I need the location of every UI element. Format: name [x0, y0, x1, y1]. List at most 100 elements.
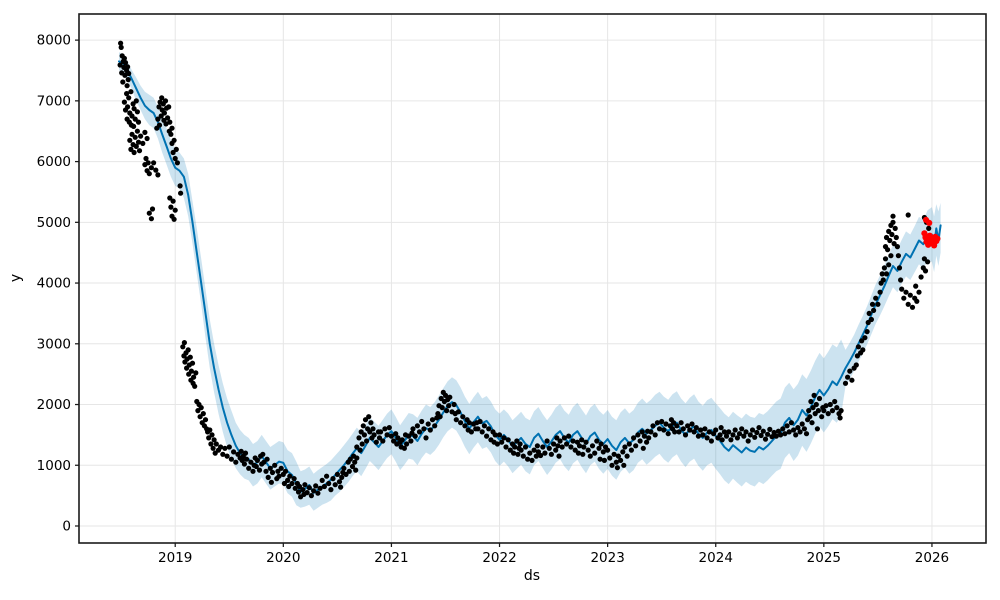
observation-dot — [367, 429, 373, 435]
observation-dot — [531, 447, 537, 453]
observation-dot — [901, 295, 907, 301]
observation-dot — [122, 60, 129, 66]
observation-dot — [202, 417, 209, 423]
observation-dot — [849, 377, 855, 383]
observation-dot — [458, 420, 464, 426]
observation-dot — [144, 135, 150, 142]
observation-dot — [810, 405, 816, 411]
observation-dot — [267, 465, 273, 471]
observation-dot — [576, 443, 583, 449]
observation-dot — [517, 441, 523, 447]
observation-dot — [520, 453, 526, 459]
observation-dot — [492, 432, 498, 438]
observation-dot — [324, 473, 330, 479]
observation-dot — [439, 405, 445, 411]
observation-dot — [609, 462, 615, 468]
observation-dot — [806, 408, 812, 414]
observation-dot — [816, 395, 823, 402]
observation-dot — [624, 453, 630, 459]
observation-dot — [246, 465, 252, 471]
observation-dot — [879, 271, 885, 277]
observation-dot — [120, 79, 126, 85]
observation-dot — [408, 438, 414, 444]
observation-dot — [621, 462, 627, 468]
observation-dot — [401, 445, 407, 451]
observation-dot — [803, 431, 810, 437]
observation-dot — [466, 420, 472, 426]
observation-dot — [672, 429, 678, 435]
observation-dot — [212, 450, 218, 456]
observation-dot — [300, 487, 306, 493]
observation-dot — [706, 429, 712, 435]
observation-dot — [718, 425, 724, 431]
observation-dot — [671, 420, 677, 426]
observation-dot — [607, 455, 613, 461]
observation-dot — [282, 468, 289, 474]
observation-dot — [444, 408, 450, 414]
observation-dot — [914, 298, 920, 304]
observation-dot — [749, 427, 756, 433]
observation-dot — [533, 453, 539, 459]
observation-dot — [659, 418, 665, 425]
y-tick-label: 8000 — [37, 33, 71, 49]
axes-spines — [78, 13, 987, 544]
observation-dot — [168, 204, 174, 210]
recent-actual-dot — [926, 219, 933, 226]
observation-dot — [847, 368, 853, 374]
observation-dot — [357, 447, 363, 453]
observation-dot — [570, 438, 576, 444]
observation-dot — [717, 432, 723, 438]
observation-dot — [527, 450, 533, 456]
observation-dot — [126, 70, 132, 77]
observation-dot — [117, 62, 123, 68]
observation-dot — [791, 427, 797, 433]
observation-dot — [877, 289, 883, 295]
observation-dot — [594, 438, 600, 444]
observation-dot — [650, 423, 656, 429]
observation-dot — [769, 434, 775, 440]
observation-dot — [909, 304, 916, 310]
observation-dot — [133, 143, 139, 149]
observation-dot — [352, 459, 358, 465]
observation-dot — [507, 447, 513, 453]
observation-dot — [308, 493, 314, 499]
observation-dot — [380, 438, 386, 444]
observation-dot — [656, 426, 663, 432]
x-tick-label: 2022 — [482, 550, 516, 566]
observation-dot — [410, 426, 416, 432]
y-tick-label: 0 — [62, 518, 71, 534]
observation-dot — [793, 432, 799, 438]
observation-dot — [135, 139, 142, 145]
observation-dot — [525, 456, 531, 462]
observation-dot — [687, 427, 693, 433]
x-tick-label: 2025 — [807, 550, 841, 566]
observation-dot — [882, 256, 889, 262]
observation-dot — [752, 434, 758, 440]
observation-dot — [886, 262, 892, 268]
observation-dot — [124, 91, 130, 97]
observation-dot — [548, 451, 555, 457]
observation-dot — [896, 265, 903, 271]
observation-dot — [799, 421, 805, 427]
observation-dot — [453, 417, 459, 423]
observation-dot — [827, 401, 833, 408]
observation-dot — [855, 344, 862, 350]
observation-dot — [462, 423, 468, 429]
observation-dot — [614, 465, 621, 471]
observation-dot — [734, 435, 741, 441]
observation-dot — [885, 247, 891, 253]
observation-dot — [121, 55, 127, 61]
observation-dot — [648, 429, 654, 435]
observation-dot — [395, 435, 401, 441]
observation-dot — [561, 435, 568, 441]
observation-dot — [131, 123, 137, 129]
observation-dot — [174, 160, 180, 166]
observation-dot — [208, 441, 214, 447]
observation-dot — [815, 408, 822, 414]
observation-dot — [195, 408, 201, 414]
observation-dot — [143, 155, 149, 162]
observation-dot — [700, 432, 706, 438]
observation-dot — [460, 414, 466, 420]
observation-dot — [180, 344, 186, 350]
observation-dot — [167, 119, 173, 125]
